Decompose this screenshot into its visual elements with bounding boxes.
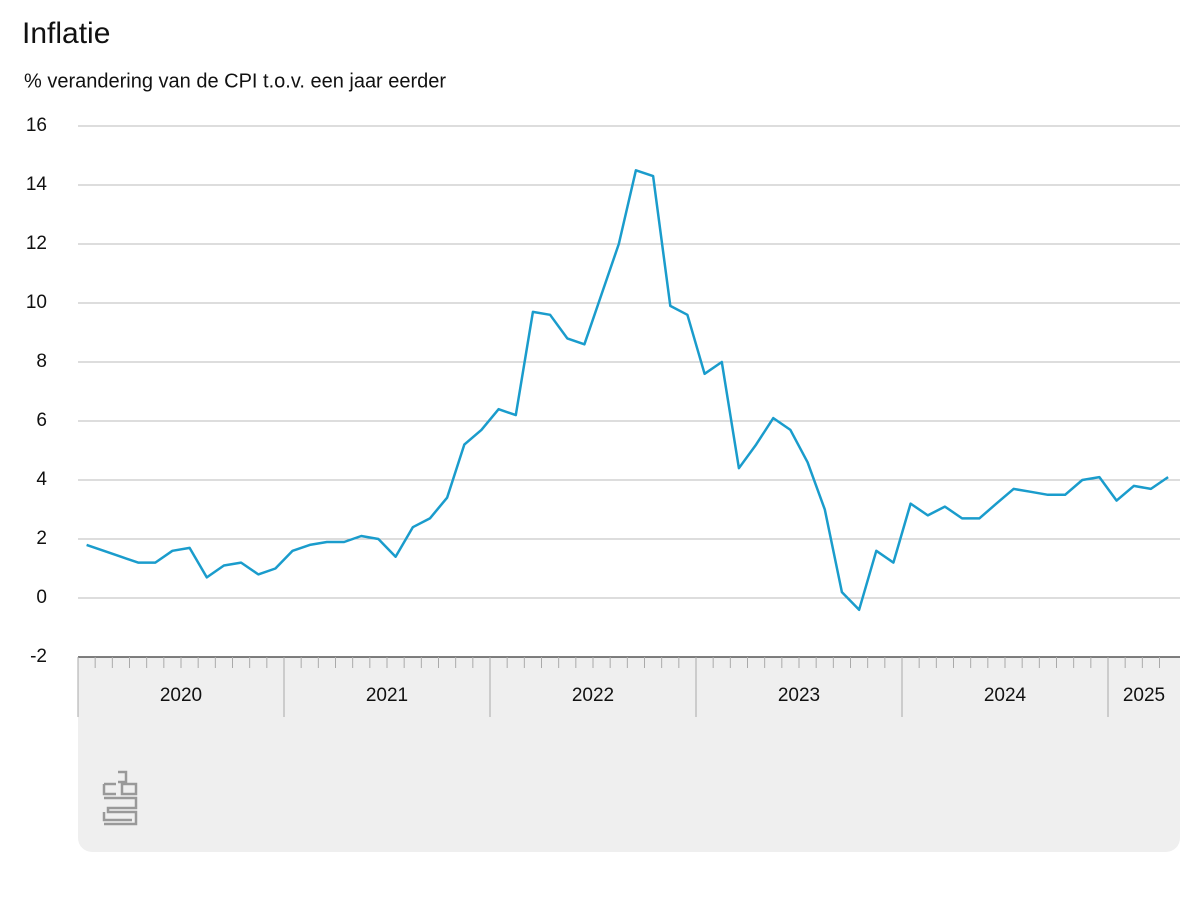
y-tick-label: 2	[36, 528, 47, 549]
y-tick-label: 8	[36, 351, 47, 372]
y-tick-label: 6	[36, 410, 47, 431]
chart-subtitle: % verandering van de CPI t.o.v. een jaar…	[24, 70, 446, 92]
y-tick-label: 10	[26, 292, 47, 313]
x-tick-label: 2020	[160, 685, 202, 706]
y-tick-label: 12	[26, 233, 47, 254]
logo	[102, 770, 138, 826]
data-line	[86, 169, 1169, 612]
chart-title: Inflatie	[22, 17, 110, 50]
x-tick-label: 2021	[366, 685, 408, 706]
y-tick-label: 16	[26, 115, 47, 136]
y-tick-label: -2	[30, 646, 47, 667]
x-tick-label: 2022	[572, 685, 614, 706]
y-tick-label: 0	[36, 587, 47, 608]
axis-panel	[78, 657, 1180, 852]
x-tick-label: 2025	[1123, 685, 1165, 706]
x-tick-label: 2023	[778, 685, 820, 706]
y-tick-label: 14	[26, 174, 48, 195]
y-tick-label: 4	[36, 469, 47, 490]
x-tick-label: 2024	[984, 685, 1027, 706]
